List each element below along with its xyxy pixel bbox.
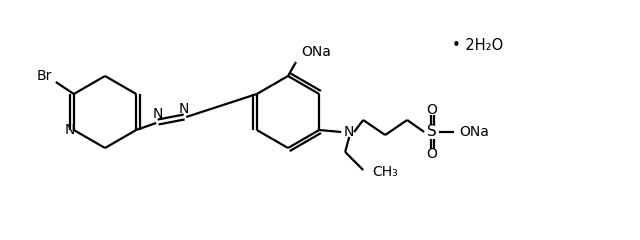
Text: S: S bbox=[428, 125, 437, 139]
Text: O: O bbox=[427, 103, 438, 117]
Text: Br: Br bbox=[36, 69, 51, 83]
Text: CH₃: CH₃ bbox=[372, 165, 398, 179]
Text: ONa: ONa bbox=[301, 45, 331, 59]
Text: • 2H₂O: • 2H₂O bbox=[452, 37, 503, 53]
Text: N: N bbox=[65, 123, 75, 137]
Text: N: N bbox=[344, 125, 355, 139]
Text: O: O bbox=[427, 147, 438, 161]
Text: N: N bbox=[179, 102, 189, 116]
Text: ONa: ONa bbox=[460, 125, 489, 139]
Text: N: N bbox=[153, 107, 163, 121]
